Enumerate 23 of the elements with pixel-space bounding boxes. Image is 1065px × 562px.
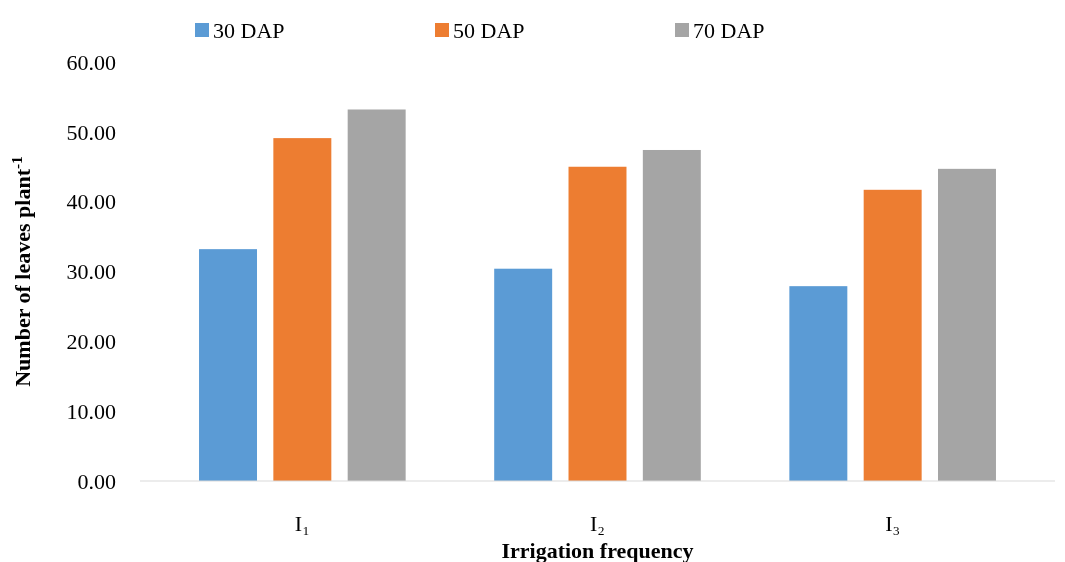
x-axis-title: Irrigation frequency <box>501 538 694 562</box>
x-tick-label: I₃ <box>885 511 901 536</box>
y-tick-label: 50.00 <box>66 119 116 145</box>
x-tick-label: I₂ <box>590 511 605 536</box>
legend-label: 50 DAP <box>453 17 525 43</box>
bar <box>938 168 996 481</box>
legend-label: 30 DAP <box>213 17 285 43</box>
bar <box>863 189 922 481</box>
bar <box>568 166 627 481</box>
y-tick-label: 60.00 <box>66 49 116 75</box>
bar <box>273 138 332 481</box>
y-tick-label: 10.00 <box>66 398 116 424</box>
y-tick-label: 40.00 <box>66 189 116 215</box>
legend-label: 70 DAP <box>693 17 765 43</box>
bar <box>789 286 848 481</box>
x-tick-label: I₁ <box>294 511 310 536</box>
bar <box>642 149 701 481</box>
bar <box>494 268 553 481</box>
y-tick-label: 30.00 <box>66 259 116 285</box>
y-tick-label: 0.00 <box>77 468 116 494</box>
bar <box>199 249 257 481</box>
bar <box>347 109 406 481</box>
y-tick-label: 20.00 <box>66 329 116 355</box>
